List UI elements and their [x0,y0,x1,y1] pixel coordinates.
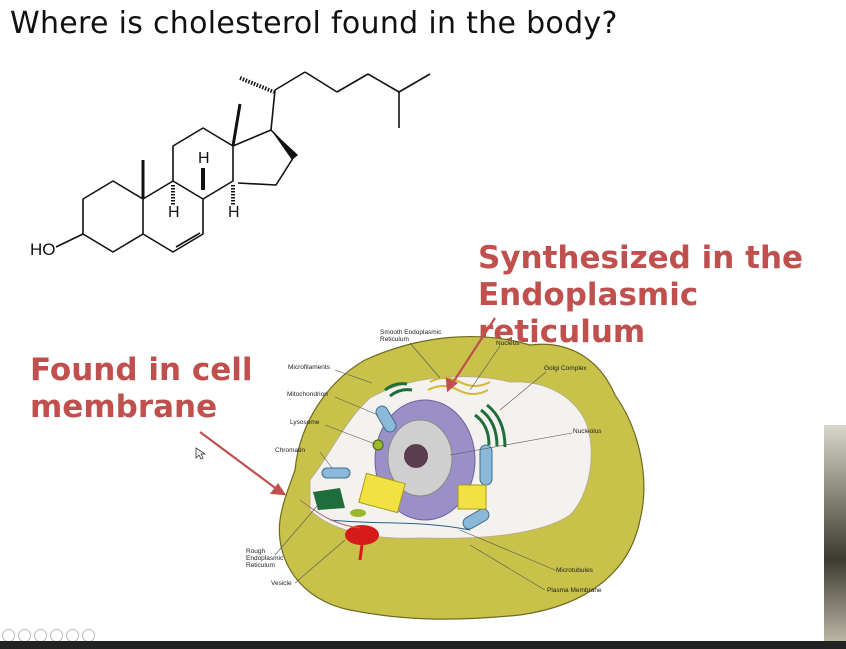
label-chromatin: Chromatin [275,447,305,454]
video-thumbnail-strip [824,425,846,649]
golgi-small [384,382,413,398]
label-golgi: Golgi Complex [544,365,587,372]
vesicle [350,509,366,517]
label-plasma-membrane: Plasma Membrane [547,587,602,594]
label-mitochondrion: Mitochondrion [287,391,328,398]
mitochondrion [462,508,490,530]
label-nucleus: Nucleus [496,340,520,347]
vesicle [345,525,379,545]
label-nucleolus: Nucleolus [573,428,602,435]
mitochondrion [321,467,351,479]
bottom-bar [0,641,846,649]
label-lysosome: Lysosome [290,419,320,426]
golgi-complex [474,403,507,448]
vesicle-cluster [457,484,487,510]
membrane-callout: Found in cell membrane [30,352,253,425]
mitochondrion [375,405,397,433]
label-smooth-er: Smooth Endoplasmic Reticulum [380,329,442,343]
plasma-membrane-line [299,499,361,529]
ho-label: HO [30,240,56,259]
rough-er [313,488,345,510]
h-label: H [168,204,180,221]
label-microfilaments: Microfilaments [288,364,330,371]
label-microtubules: Microtubules [556,567,593,574]
label-vesicle: Vesicle [271,580,292,587]
h-label: H [228,204,240,221]
vesicle-cluster [358,472,406,514]
h-label: H [198,150,210,167]
er-callout: Synthesized in the Endoplasmic reticulum [478,240,804,350]
label-rough-er: Rough Endoplasmic Reticulum [246,548,284,569]
slide-title: Where is cholesterol found in the body? [10,6,618,41]
lysosome [372,439,384,451]
nucleolus [404,444,428,468]
microtubule [329,519,471,531]
smooth-er [427,377,491,395]
